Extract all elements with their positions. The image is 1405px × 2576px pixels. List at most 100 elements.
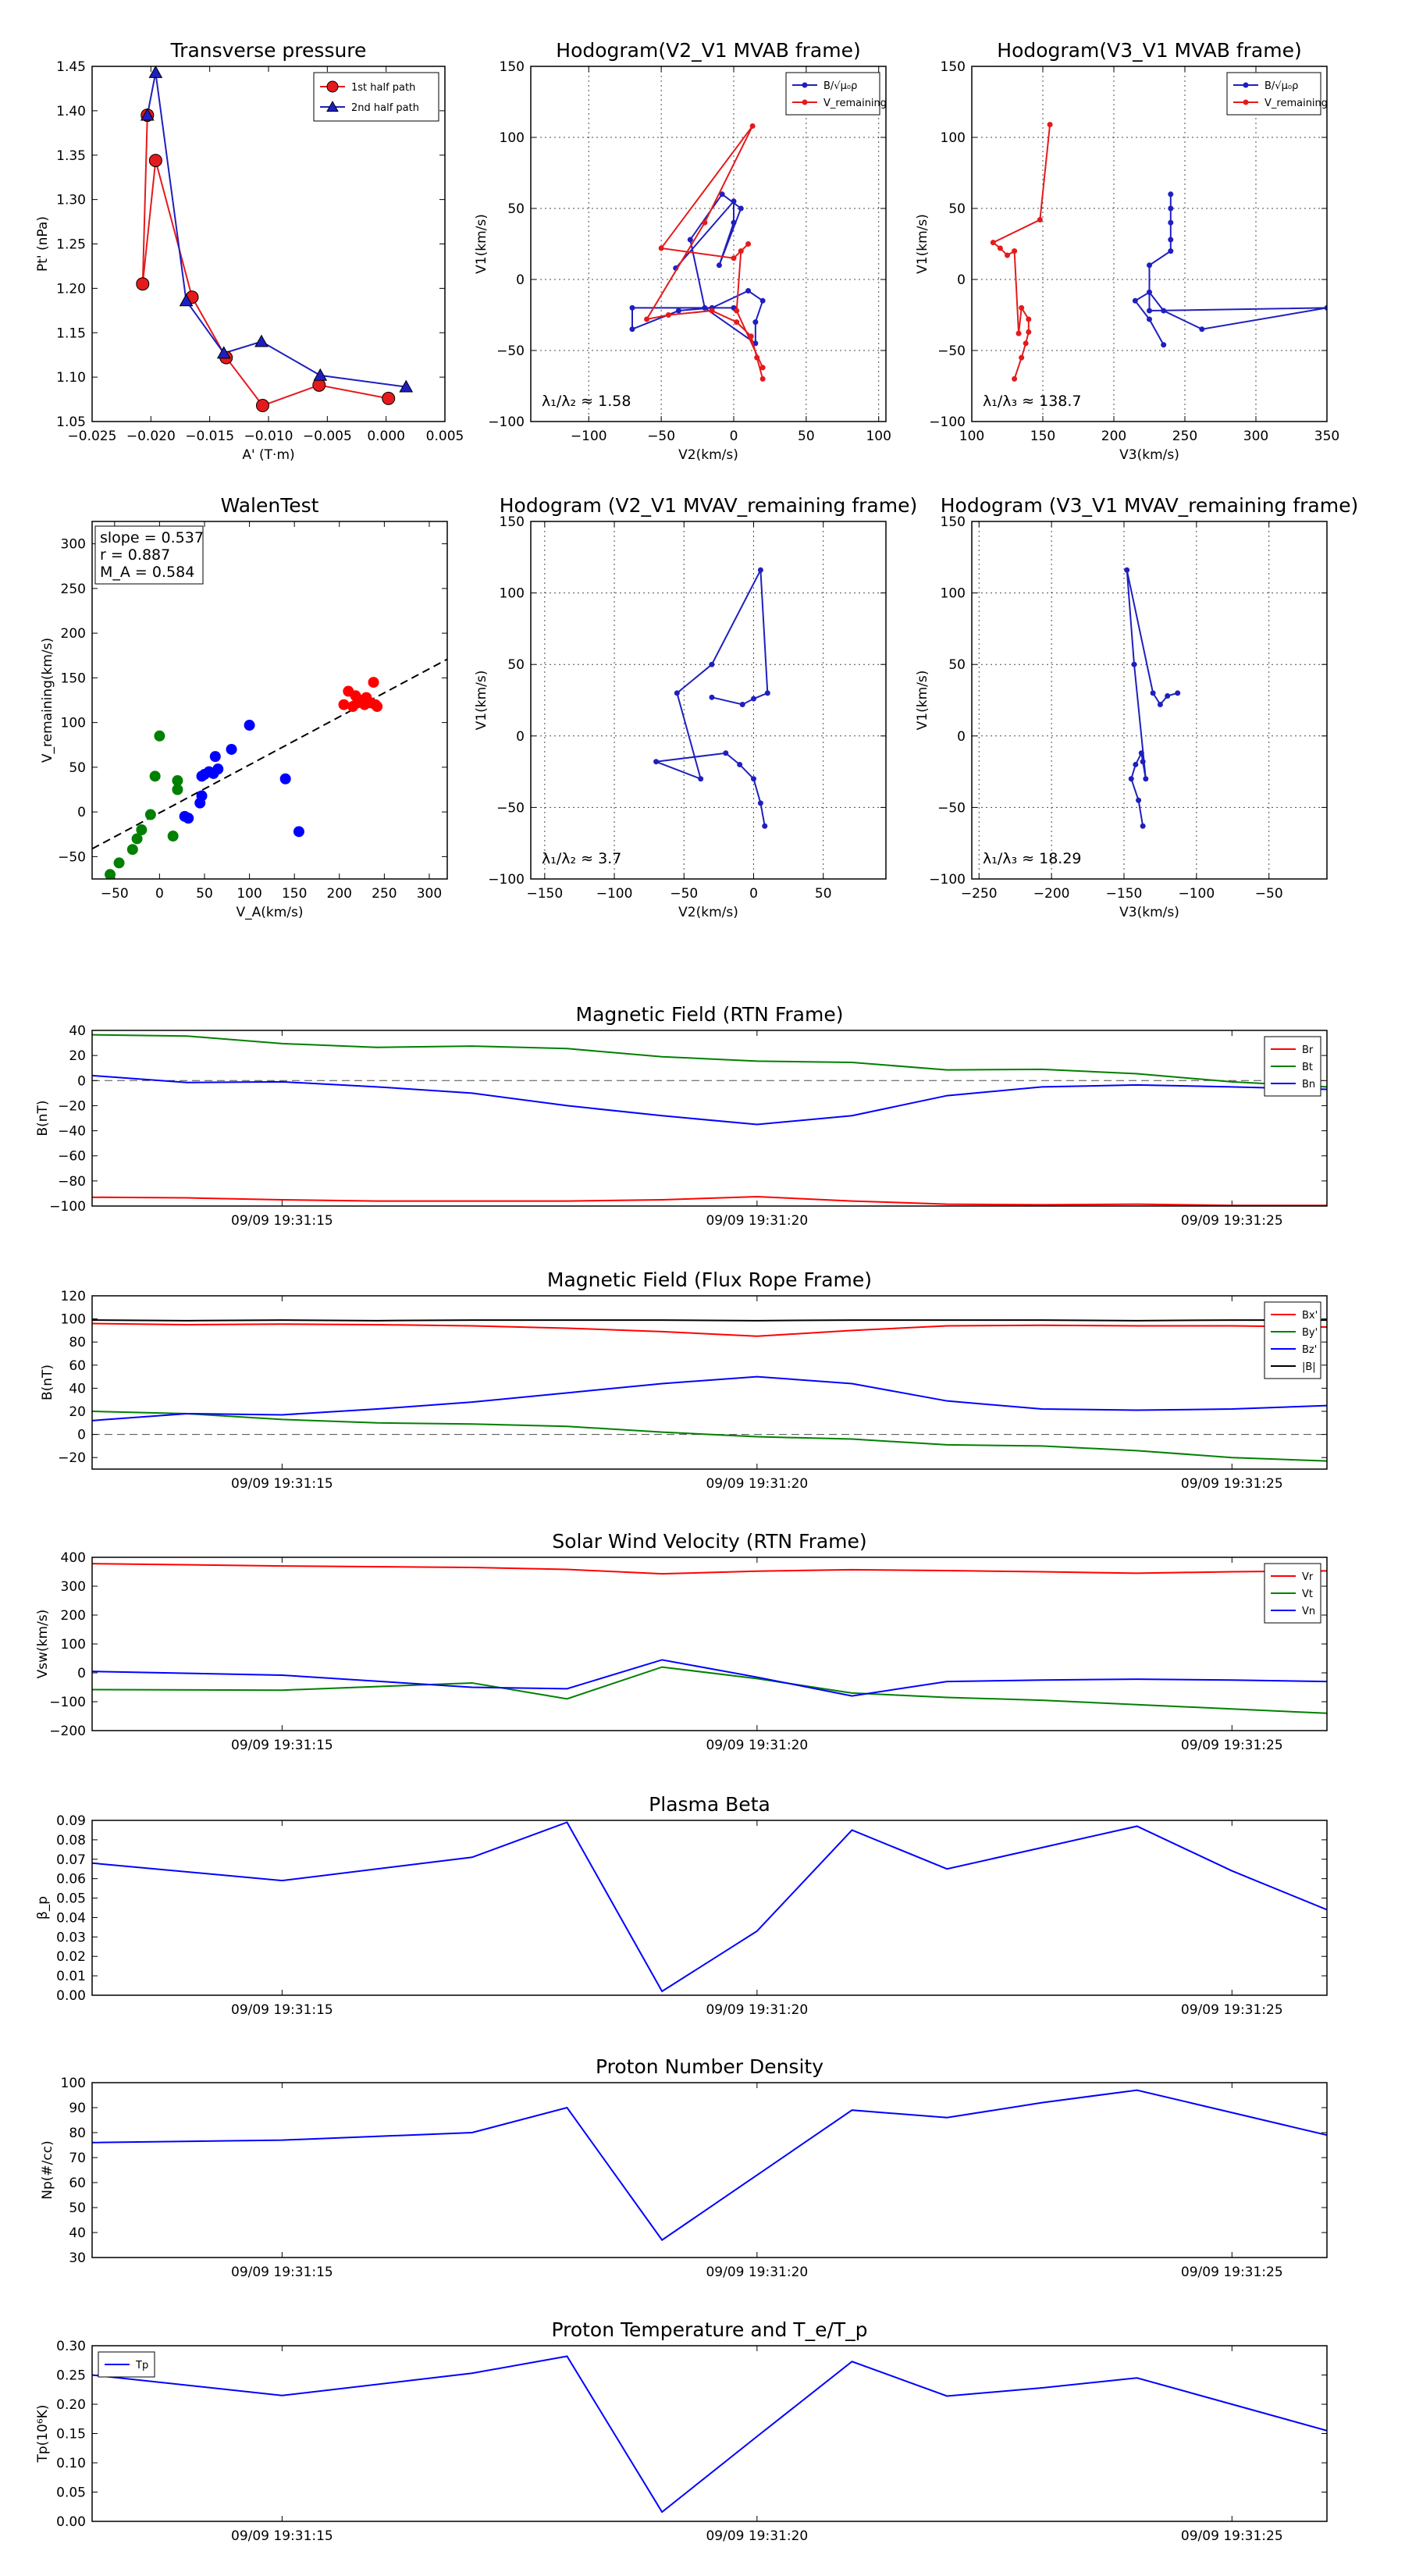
series-1-point bbox=[1175, 690, 1181, 696]
y-tick-label: 0.20 bbox=[56, 2397, 86, 2413]
legend-label: Tp bbox=[135, 2360, 148, 2371]
plot-frame bbox=[530, 521, 887, 880]
y-tick-label: 50 bbox=[69, 2201, 86, 2216]
series-3-point bbox=[338, 699, 350, 710]
x-tick-label: 0 bbox=[749, 886, 758, 902]
plot-frame bbox=[91, 2345, 1328, 2522]
series-1-point bbox=[757, 567, 763, 573]
series-2-point bbox=[226, 743, 237, 755]
x-tick-label: −100 bbox=[1179, 886, 1215, 902]
plot-area bbox=[92, 1563, 1327, 1714]
series-1st-half-path-point bbox=[255, 399, 269, 413]
series-b--point bbox=[1199, 326, 1205, 333]
plot-area bbox=[990, 122, 1327, 382]
y-tick-label: 200 bbox=[61, 1608, 86, 1624]
series-2nd-half-path-point bbox=[140, 108, 155, 121]
series-1-point bbox=[737, 761, 743, 767]
series-v-remaining-point bbox=[644, 316, 650, 322]
plot-area bbox=[1124, 567, 1181, 829]
eigenvalue-ratio: λ₁/λ₃ ≈ 138.7 bbox=[983, 393, 1082, 410]
y-tick-label: 400 bbox=[61, 1550, 86, 1566]
x-tick-label: −0.015 bbox=[185, 429, 234, 444]
y-tick-label: 0.00 bbox=[56, 2514, 86, 2530]
series-1st-half-path-point bbox=[148, 154, 162, 168]
chart-title: WalenTest bbox=[221, 494, 319, 517]
series-v-remaining-point bbox=[1026, 329, 1032, 335]
series-2-point bbox=[293, 826, 304, 838]
series-1-point bbox=[136, 824, 148, 836]
y-tick-label: 20 bbox=[69, 1404, 86, 1420]
series-b--point bbox=[719, 191, 725, 197]
y-tick-label: −40 bbox=[58, 1124, 86, 1140]
series-b--point bbox=[745, 288, 752, 294]
y-tick-label: 150 bbox=[500, 514, 525, 530]
x-tick-label: 09/09 19:31:20 bbox=[706, 1738, 808, 1753]
series-1-point bbox=[149, 770, 161, 782]
y-axis-label: B(nT) bbox=[40, 1364, 55, 1400]
legend-marker bbox=[1243, 82, 1249, 88]
y-tick-label: 0.02 bbox=[56, 1949, 86, 1965]
x-tick-label: 0 bbox=[730, 429, 738, 444]
y-axis-label: V1(km/s) bbox=[915, 671, 930, 731]
series-v-remaining-point bbox=[1047, 122, 1053, 128]
chart-title: Proton Temperature and T_e/T_p bbox=[551, 2318, 867, 2341]
series-v-remaining-point bbox=[754, 354, 760, 361]
x-axis-label: V_A(km/s) bbox=[236, 905, 303, 920]
y-tick-label: 150 bbox=[941, 514, 966, 530]
series-1-point bbox=[1165, 693, 1171, 699]
y-tick-label: 100 bbox=[61, 2076, 86, 2091]
x-tick-label: 09/09 19:31:25 bbox=[1181, 1476, 1283, 1492]
y-tick-label: 50 bbox=[69, 760, 86, 776]
chart-3: Hodogram(V3_V1 MVAB frame) −100 −50 0 50 100 1… bbox=[915, 39, 1339, 463]
chart-title: Magnetic Field (RTN Frame) bbox=[576, 1003, 844, 1026]
y-axis-label: Tp(10⁶K) bbox=[35, 2404, 51, 2463]
series-v-remaining-point bbox=[1012, 375, 1018, 382]
series-bt-line bbox=[92, 1034, 1327, 1088]
series-b--point bbox=[731, 198, 737, 205]
series-1-point bbox=[723, 750, 729, 756]
y-tick-label: 0.03 bbox=[56, 1930, 86, 1945]
y-tick-label: 0.10 bbox=[56, 2456, 86, 2471]
x-tick-label: −100 bbox=[571, 429, 607, 444]
plot-frame bbox=[91, 66, 446, 422]
plot-frame bbox=[530, 66, 887, 422]
y-tick-label: 0.08 bbox=[56, 1833, 86, 1848]
series-by--line bbox=[92, 1411, 1327, 1462]
y-tick-label: 100 bbox=[500, 586, 525, 602]
y-tick-label: 0.07 bbox=[56, 1852, 86, 1868]
x-tick-label: −0.020 bbox=[126, 429, 176, 444]
x-tick-label: 09/09 19:31:20 bbox=[706, 2528, 808, 2544]
series-v-remaining-point bbox=[1019, 304, 1025, 311]
series-1-point bbox=[1131, 661, 1137, 667]
series-1-point bbox=[1124, 567, 1130, 573]
plot-frame bbox=[91, 1295, 1328, 1470]
series-1-point bbox=[757, 800, 763, 806]
series-v-remaining-point bbox=[990, 240, 996, 246]
fit-line bbox=[92, 658, 447, 850]
y-tick-label: 150 bbox=[61, 671, 86, 686]
series-b--point bbox=[1168, 248, 1174, 254]
x-tick-label: 09/09 19:31:25 bbox=[1181, 2265, 1283, 2280]
x-tick-label: 09/09 19:31:25 bbox=[1181, 2528, 1283, 2544]
x-tick-label: −150 bbox=[1106, 886, 1143, 902]
series-2nd-half-path-point bbox=[313, 368, 328, 381]
y-tick-label: −50 bbox=[937, 800, 966, 816]
legend-label: By' bbox=[1302, 1327, 1318, 1339]
series-1-point bbox=[126, 844, 138, 856]
series-v-remaining-point bbox=[745, 241, 752, 247]
series-v-remaining-point bbox=[731, 255, 737, 262]
series-b--point bbox=[687, 237, 693, 243]
chart-2: Hodogram(V2_V1 MVAB frame) −100 −50 0 50 100 1… bbox=[474, 39, 891, 463]
legend-marker bbox=[326, 80, 339, 93]
y-tick-label: −60 bbox=[58, 1149, 86, 1165]
y-axis-label: V1(km/s) bbox=[474, 214, 489, 274]
series-1-point bbox=[764, 690, 770, 696]
x-tick-label: −50 bbox=[1255, 886, 1283, 902]
x-tick-label: 100 bbox=[866, 429, 891, 444]
plot-frame bbox=[91, 1820, 1328, 1996]
legend-label: |B| bbox=[1302, 1361, 1316, 1373]
x-tick-label: 09/09 19:31:20 bbox=[706, 2265, 808, 2280]
plot-area bbox=[92, 1821, 1327, 1993]
legend-label: Bt bbox=[1302, 1062, 1313, 1073]
